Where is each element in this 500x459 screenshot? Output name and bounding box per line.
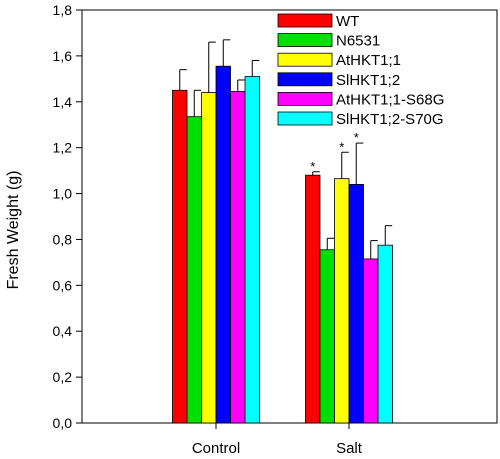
bar (348, 183, 364, 424)
y-tick-label: 0,6 (53, 277, 73, 293)
legend-swatch (277, 13, 333, 28)
bar (363, 258, 379, 424)
legend-swatch (277, 92, 333, 106)
legend-entry: WT (336, 13, 359, 30)
y-tick-label: 1,2 (53, 140, 73, 156)
bar (377, 244, 393, 424)
x-category-label: Control (192, 440, 240, 457)
legend-swatch (277, 52, 333, 67)
bar (201, 92, 217, 424)
y-tick-label: 1,6 (53, 48, 73, 64)
bar (244, 76, 260, 424)
bar (334, 178, 350, 424)
legend-swatch (277, 111, 333, 126)
bars (172, 65, 393, 424)
x-category-label: Salt (336, 440, 363, 457)
legend-entry: N6531 (336, 33, 380, 50)
y-tick-label: 0,8 (53, 231, 73, 247)
y-tick-label: 0,2 (53, 369, 73, 385)
bar (319, 249, 335, 424)
error-bars (179, 39, 393, 259)
legend-swatch (277, 33, 333, 47)
y-axis-label: Fresh Weight (g) (5, 171, 22, 290)
significance-markers: * * * (310, 130, 359, 174)
legend-entry: SlHKT1;2-S70G (336, 111, 444, 128)
legend-entry: SlHKT1;2 (336, 72, 400, 89)
legend-entry: AtHKT1;1 (336, 52, 401, 69)
bar (230, 91, 246, 424)
bar (172, 89, 188, 424)
significance-star: * (354, 130, 359, 145)
y-tick-label: 1,0 (53, 186, 73, 202)
significance-star: * (310, 159, 315, 174)
y-tick-label: 0,0 (53, 415, 73, 431)
bar (215, 65, 231, 424)
y-tick-label: 0,4 (53, 323, 73, 339)
bar (305, 174, 321, 424)
y-tick-label: 1,8 (53, 2, 73, 18)
bar (186, 116, 202, 424)
plot-frame (81, 9, 498, 424)
legend-entry: AtHKT1;1-S68G (336, 91, 444, 108)
legend: WT N6531 AtHKT1;1 SlHKT1;2 AtHKT1;1-S68G SlHK… (277, 13, 444, 128)
y-tick-label: 1,4 (53, 94, 73, 110)
significance-star: * (339, 139, 344, 154)
axes: 0,0 0,2 0,4 0,6 0,8 1,0 1,2 1,4 1,6 1,8 Control Sal… (53, 2, 498, 457)
legend-swatch (277, 72, 333, 87)
